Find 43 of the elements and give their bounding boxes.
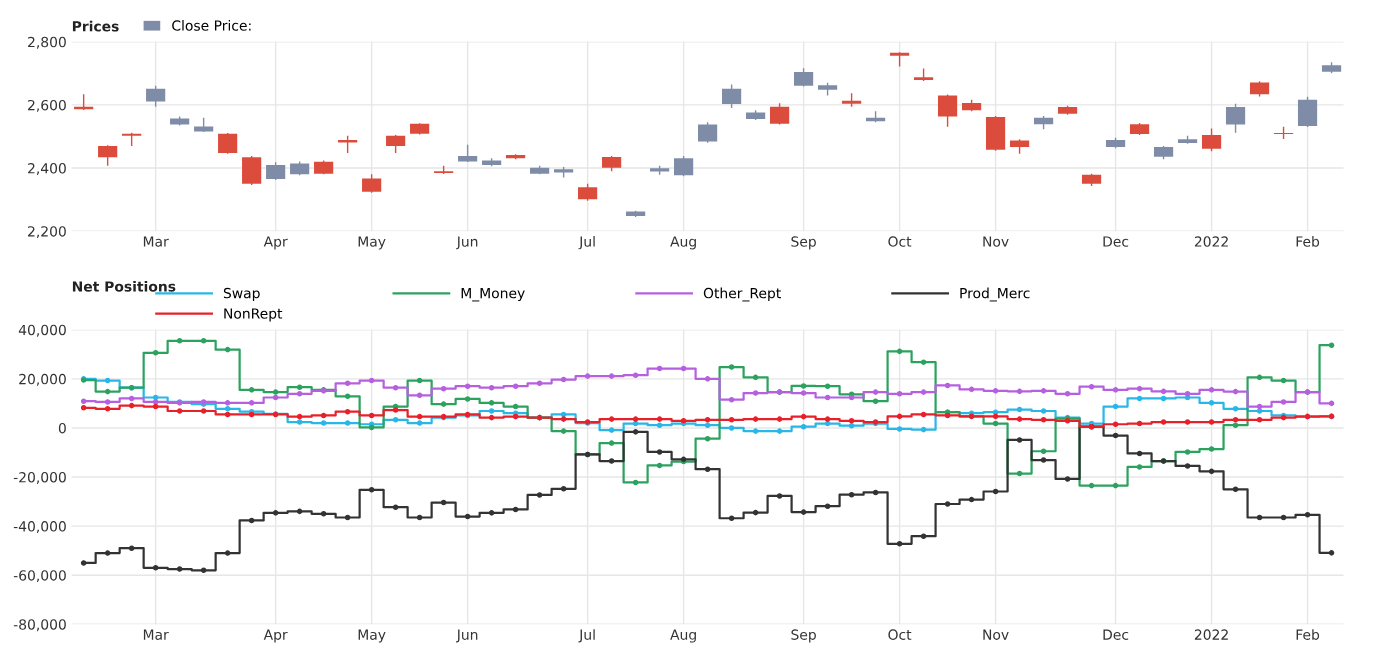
x-tick-label: Dec	[1103, 236, 1129, 247]
legend-label: Prod_Merc	[960, 287, 1030, 302]
x-tick-label: 2022	[1194, 236, 1228, 247]
x-tick-label: Jul	[578, 236, 595, 250]
x-tick-label: Jun	[456, 629, 478, 643]
x-tick-label: Mar	[143, 629, 169, 640]
y-tick-label: 2,600	[28, 99, 66, 112]
y-tick-label: 2,200	[28, 226, 66, 239]
legend-label: Other_Rept	[703, 287, 781, 302]
legend-label: Close Price:	[172, 20, 251, 31]
chart-title: Prices	[72, 20, 119, 32]
y-tick-label: -40,000	[13, 521, 66, 533]
x-tick-label: Jul	[578, 629, 595, 643]
y-tick-label: 0	[58, 422, 66, 434]
x-tick-label: Feb	[1296, 629, 1320, 640]
y-tick-label: 2,800	[28, 36, 66, 49]
x-tick-label: Feb	[1296, 236, 1320, 247]
x-tick-label: Dec	[1103, 629, 1129, 640]
x-tick-label: Nov	[983, 236, 1009, 247]
x-tick-label: Nov	[983, 629, 1009, 640]
legend-label: M_Money	[461, 288, 525, 302]
y-tick-label: 40,000	[18, 324, 66, 337]
chart-title: Net Positions	[72, 280, 176, 292]
x-tick-label: Aug	[670, 236, 696, 250]
x-tick-label: Apr	[263, 236, 288, 250]
x-tick-label: Mar	[143, 236, 169, 247]
y-tick-label: -80,000	[13, 619, 66, 632]
x-tick-label: Sep	[791, 629, 816, 643]
x-tick-label: May	[358, 629, 386, 643]
x-tick-label: Jun	[456, 236, 478, 250]
x-tick-label: Apr	[263, 629, 288, 643]
x-tick-label: Aug	[670, 629, 696, 643]
x-tick-label: May	[358, 236, 386, 250]
y-tick-label: -60,000	[13, 570, 66, 583]
x-tick-label: 2022	[1194, 629, 1228, 640]
y-tick-label: -20,000	[13, 471, 66, 484]
x-tick-label: Oct	[888, 629, 912, 640]
legend-label: NonRept	[224, 308, 283, 322]
x-tick-label: Sep	[791, 236, 816, 250]
y-tick-label: 20,000	[19, 373, 66, 386]
legend-label: Swap	[223, 287, 260, 302]
y-tick-label: 2,400	[28, 163, 66, 175]
x-tick-label: Oct	[888, 236, 912, 247]
